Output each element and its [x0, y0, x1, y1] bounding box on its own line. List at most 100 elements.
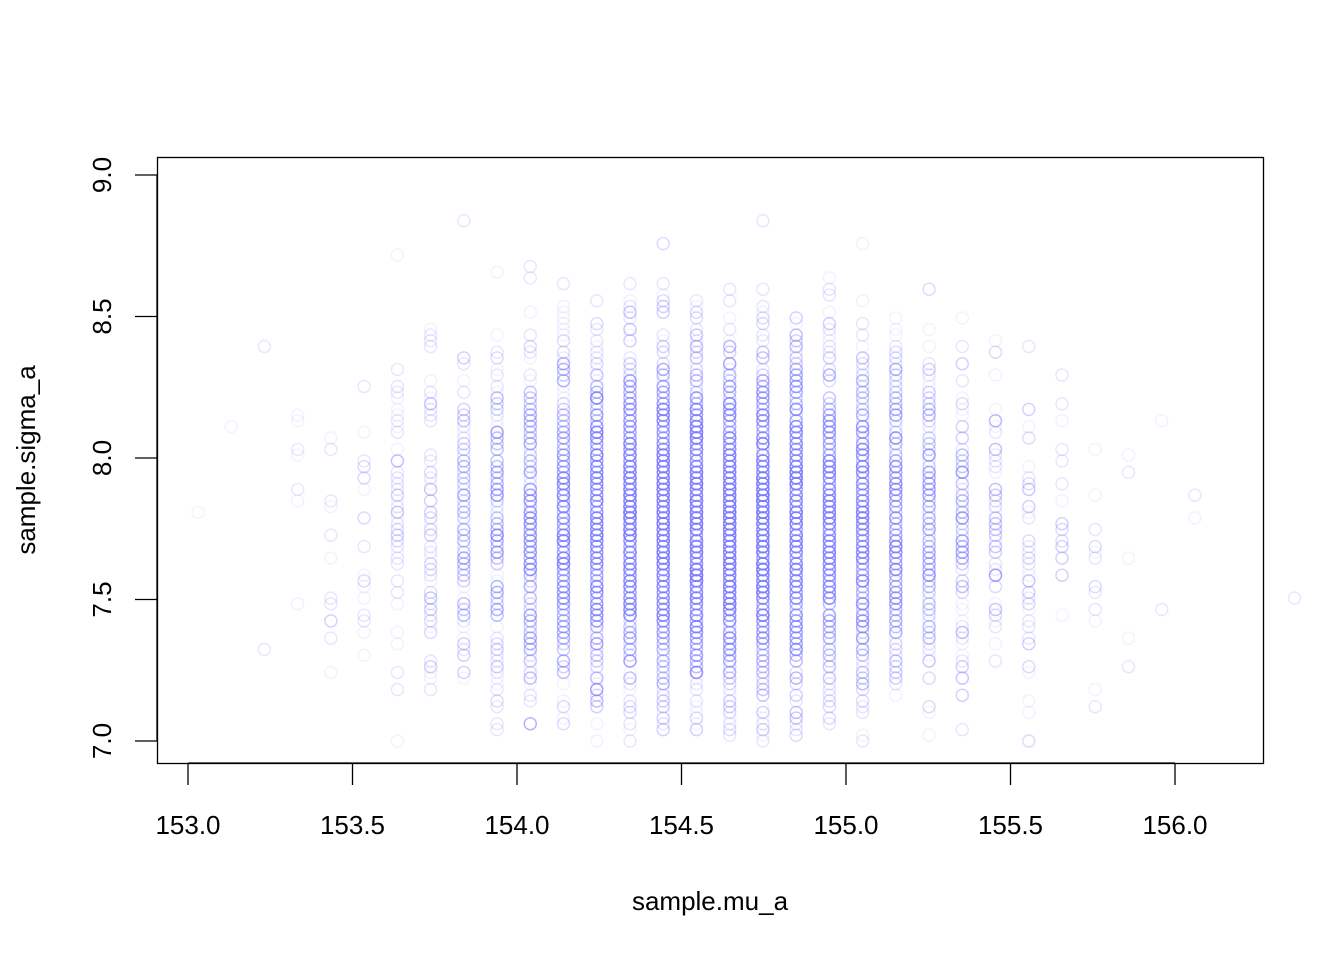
- data-point: [756, 385, 770, 399]
- data-point: [723, 488, 737, 502]
- data-point: [623, 402, 637, 417]
- data-point: [1121, 448, 1136, 462]
- data-point: [789, 631, 803, 645]
- data-point: [656, 677, 670, 691]
- data-point: [955, 551, 969, 565]
- data-point: [689, 591, 704, 605]
- data-point: [789, 505, 803, 519]
- data-point: [889, 482, 903, 497]
- data-point: [756, 665, 770, 680]
- data-point: [623, 614, 637, 628]
- data-point: [988, 562, 1003, 577]
- data-point: [922, 505, 936, 519]
- data-point: [656, 614, 670, 628]
- data-point: [889, 442, 903, 457]
- data-point: [623, 494, 637, 508]
- data-point: [756, 425, 770, 439]
- data-point: [955, 625, 969, 640]
- data-point: [955, 545, 969, 559]
- points-layer: [191, 213, 1302, 748]
- data-point: [689, 505, 704, 519]
- data-point: [789, 574, 803, 588]
- data-point: [756, 539, 770, 554]
- data-point: [723, 368, 737, 382]
- data-point: [457, 642, 471, 657]
- data-point: [756, 551, 770, 565]
- data-point: [789, 528, 803, 542]
- data-point: [689, 499, 704, 514]
- data-point: [822, 654, 837, 668]
- data-point: [656, 608, 670, 622]
- data-point: [855, 448, 870, 462]
- data-point: [689, 642, 704, 657]
- data-point: [789, 517, 803, 531]
- data-point: [756, 437, 770, 451]
- data-point: [689, 557, 704, 571]
- data-point: [590, 551, 604, 565]
- data-point: [855, 591, 870, 605]
- data-point: [590, 499, 604, 514]
- data-point: [656, 477, 670, 491]
- data-point: [590, 414, 604, 428]
- data-point: [590, 620, 604, 634]
- data-point: [756, 511, 770, 525]
- data-point: [1022, 477, 1036, 491]
- data-point: [689, 608, 704, 622]
- data-point: [523, 585, 537, 600]
- data-point: [656, 368, 670, 382]
- data-point: [490, 597, 504, 611]
- data-point: [1055, 608, 1069, 622]
- data-point: [855, 534, 870, 548]
- data-point: [789, 425, 803, 439]
- data-point: [889, 625, 903, 640]
- data-point: [590, 597, 604, 611]
- data-point: [756, 425, 770, 439]
- data-point: [855, 671, 870, 685]
- data-point: [855, 471, 870, 485]
- data-point: [756, 557, 770, 571]
- data-point: [689, 477, 704, 491]
- data-point: [590, 557, 604, 571]
- data-point: [590, 614, 604, 628]
- data-point: [656, 488, 670, 502]
- data-point: [623, 437, 637, 451]
- data-point: [723, 431, 737, 445]
- data-point: [590, 448, 604, 462]
- data-point: [689, 374, 704, 388]
- data-point: [423, 602, 438, 617]
- data-point: [756, 459, 770, 474]
- data-point: [723, 499, 737, 514]
- data-point: [789, 459, 803, 474]
- data-point: [689, 574, 704, 588]
- data-point: [822, 517, 837, 531]
- data-point: [689, 545, 704, 559]
- data-point: [623, 557, 637, 571]
- data-point: [723, 425, 737, 439]
- data-point: [756, 614, 770, 628]
- data-point: [723, 557, 737, 571]
- data-point: [889, 534, 903, 548]
- data-point: [423, 511, 438, 525]
- data-point: [922, 579, 936, 594]
- data-point: [822, 562, 837, 577]
- data-point: [1022, 551, 1036, 565]
- data-point: [623, 522, 637, 537]
- data-point: [922, 517, 936, 531]
- data-point: [822, 482, 837, 497]
- data-point: [656, 597, 670, 611]
- data-point: [490, 602, 504, 617]
- data-point: [490, 425, 504, 439]
- data-point: [855, 574, 870, 588]
- data-point: [457, 414, 471, 428]
- data-point: [623, 391, 637, 405]
- data-point: [756, 494, 770, 508]
- data-point: [689, 385, 704, 399]
- data-point: [523, 631, 537, 645]
- data-point: [423, 397, 438, 411]
- data-point: [1022, 660, 1036, 674]
- data-point: [789, 419, 803, 434]
- data-point: [689, 517, 704, 531]
- data-point: [523, 494, 537, 508]
- data-point: [723, 414, 737, 428]
- data-point: [423, 522, 438, 537]
